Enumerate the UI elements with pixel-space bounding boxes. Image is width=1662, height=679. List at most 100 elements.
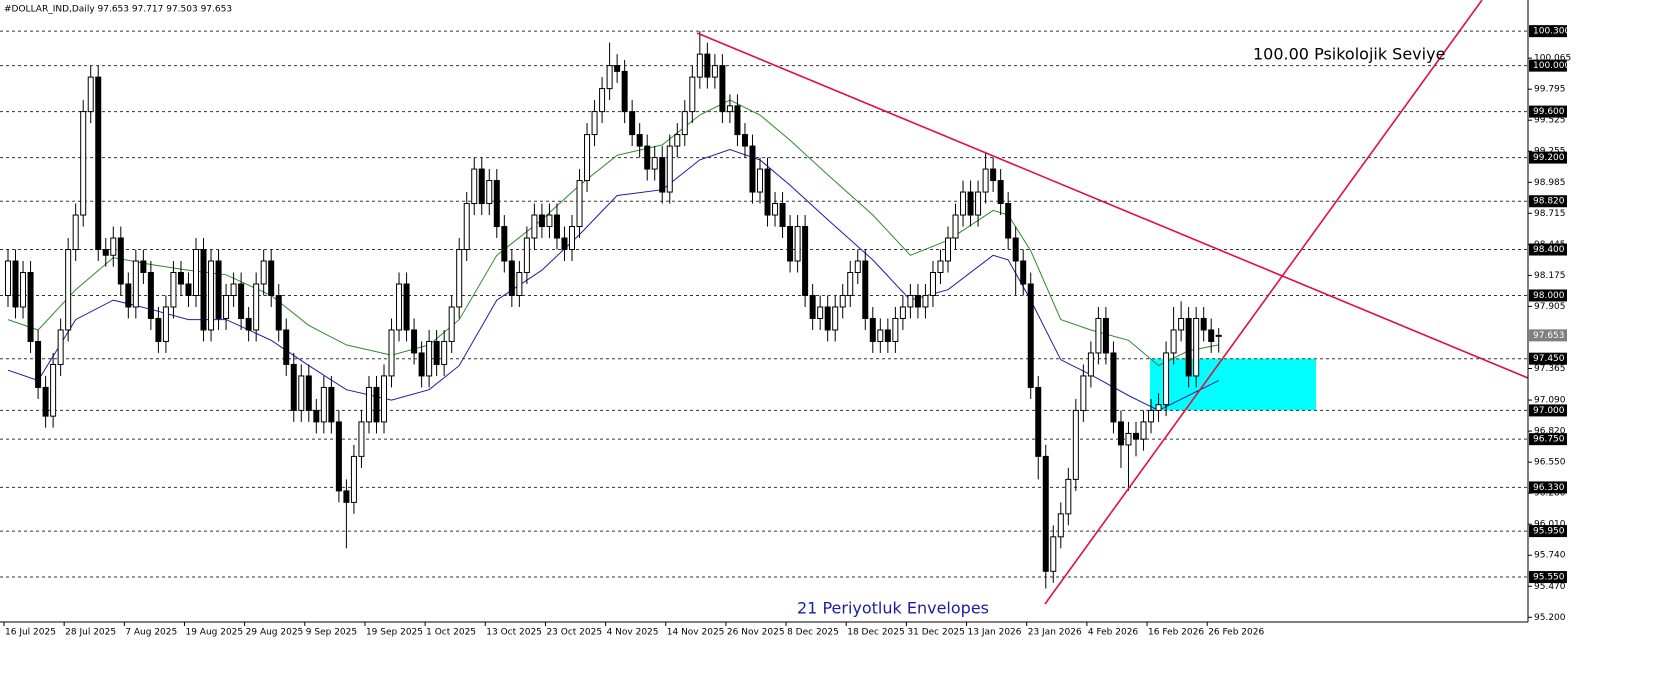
candle-body (561, 237, 568, 251)
level-label-bg (1529, 105, 1567, 118)
candle-body (516, 271, 523, 296)
candle-body (1095, 317, 1102, 354)
candle-body (576, 180, 583, 228)
candle-body (1005, 203, 1012, 239)
level-label: 97.000 (1533, 406, 1565, 416)
candle-body (922, 294, 929, 308)
level-label: 95.550 (1533, 573, 1565, 583)
candle-body (200, 249, 207, 331)
candle-body (1050, 536, 1057, 572)
candle-body (65, 249, 72, 331)
x-tick-label: 23 Oct 2025 (546, 628, 602, 638)
candle-body (929, 271, 936, 296)
candle-body (87, 76, 94, 113)
x-tick-label: 8 Dec 2025 (787, 628, 839, 638)
candle-body (57, 329, 64, 365)
candle-body (1057, 513, 1064, 538)
candle-body (749, 145, 756, 193)
candle-body (726, 105, 733, 113)
candle-body (907, 294, 914, 308)
candle-body (426, 340, 433, 377)
candle-body (208, 260, 215, 331)
level-label: 97.450 (1533, 354, 1565, 364)
candle-body (1140, 421, 1147, 440)
candle-body (456, 249, 463, 308)
x-tick-label: 19 Sep 2025 (366, 628, 423, 638)
level-label: 98.400 (1533, 245, 1565, 255)
candle-body (72, 214, 79, 251)
candle-body (215, 260, 222, 319)
candle-body (1155, 404, 1162, 411)
candle-body (1072, 409, 1079, 480)
candle-body (1080, 375, 1087, 411)
candle-body (802, 226, 809, 296)
x-tick-label: 4 Feb 2026 (1088, 628, 1139, 638)
y-tick-label: 96.550 (1534, 458, 1566, 468)
trendlines (696, 0, 1529, 605)
x-tick-label: 4 Nov 2025 (607, 628, 659, 638)
candle-body (373, 386, 380, 423)
level-label-bg (1529, 195, 1567, 208)
x-tick-label: 1 Oct 2025 (426, 628, 476, 638)
x-tick-label: 26 Nov 2025 (727, 628, 785, 638)
price-label: 97.653 (1533, 331, 1565, 341)
y-tick-label: 96.010 (1534, 520, 1566, 530)
candle-body (644, 145, 651, 170)
candle-body (193, 249, 199, 296)
candle-body (1102, 317, 1109, 354)
level-label: 98.000 (1533, 291, 1565, 301)
candle-body (117, 237, 124, 285)
candle-body (441, 340, 448, 365)
candle-body (320, 386, 327, 423)
candle-body (1035, 386, 1042, 457)
candle-body (478, 168, 485, 205)
level-label-bg (1529, 571, 1567, 584)
candle-body (914, 294, 921, 308)
y-tick-label: 97.090 (1534, 396, 1566, 406)
chart-title: #DOLLAR_IND,Daily 97.653 97.717 97.503 9… (4, 5, 232, 15)
level-label: 100.300 (1533, 27, 1570, 37)
price-label-bg (1529, 329, 1567, 342)
candle-body (335, 421, 342, 492)
candle-body (223, 294, 230, 319)
level-label: 99.200 (1533, 153, 1565, 163)
candle-body (230, 283, 237, 296)
level-label-bg (1529, 525, 1567, 538)
candle-body (967, 191, 974, 216)
candle-body (1042, 455, 1049, 572)
candle-body (975, 191, 982, 216)
candle-body (1208, 329, 1215, 342)
x-tick-label: 13 Jan 2026 (968, 628, 1022, 638)
x-tick-label: 16 Jul 2025 (5, 628, 56, 638)
level-label-bg (1529, 433, 1567, 446)
y-tick-label: 99.795 (1534, 85, 1566, 95)
candle-body (177, 271, 184, 285)
candle-body (681, 111, 688, 136)
candle-body (493, 180, 500, 228)
candle-body (734, 105, 741, 136)
candle-body (42, 386, 49, 417)
candle-body (20, 271, 27, 308)
x-tick-label: 14 Nov 2025 (667, 628, 725, 638)
y-tick-label: 100.065 (1534, 54, 1571, 64)
candle-body (358, 421, 365, 457)
candle-body (629, 111, 636, 136)
candle-body (365, 386, 372, 423)
x-tick-label: 7 Aug 2025 (125, 628, 177, 638)
candle-body (418, 352, 425, 377)
candle-body (1012, 237, 1019, 262)
candle-body (553, 214, 560, 239)
y-tick-label: 96.820 (1534, 427, 1566, 437)
candle-body (50, 363, 57, 417)
candle-body (1200, 317, 1207, 331)
candle-body (636, 134, 643, 147)
level-label-bg (1529, 289, 1567, 302)
candle-body (298, 375, 305, 411)
candle-body (892, 317, 899, 342)
candle-body (945, 237, 951, 262)
candle-body (757, 168, 763, 193)
candle-body (1163, 352, 1170, 406)
candle-body (110, 237, 117, 256)
candle-body (1215, 334, 1222, 337)
candle-body (1170, 329, 1177, 354)
